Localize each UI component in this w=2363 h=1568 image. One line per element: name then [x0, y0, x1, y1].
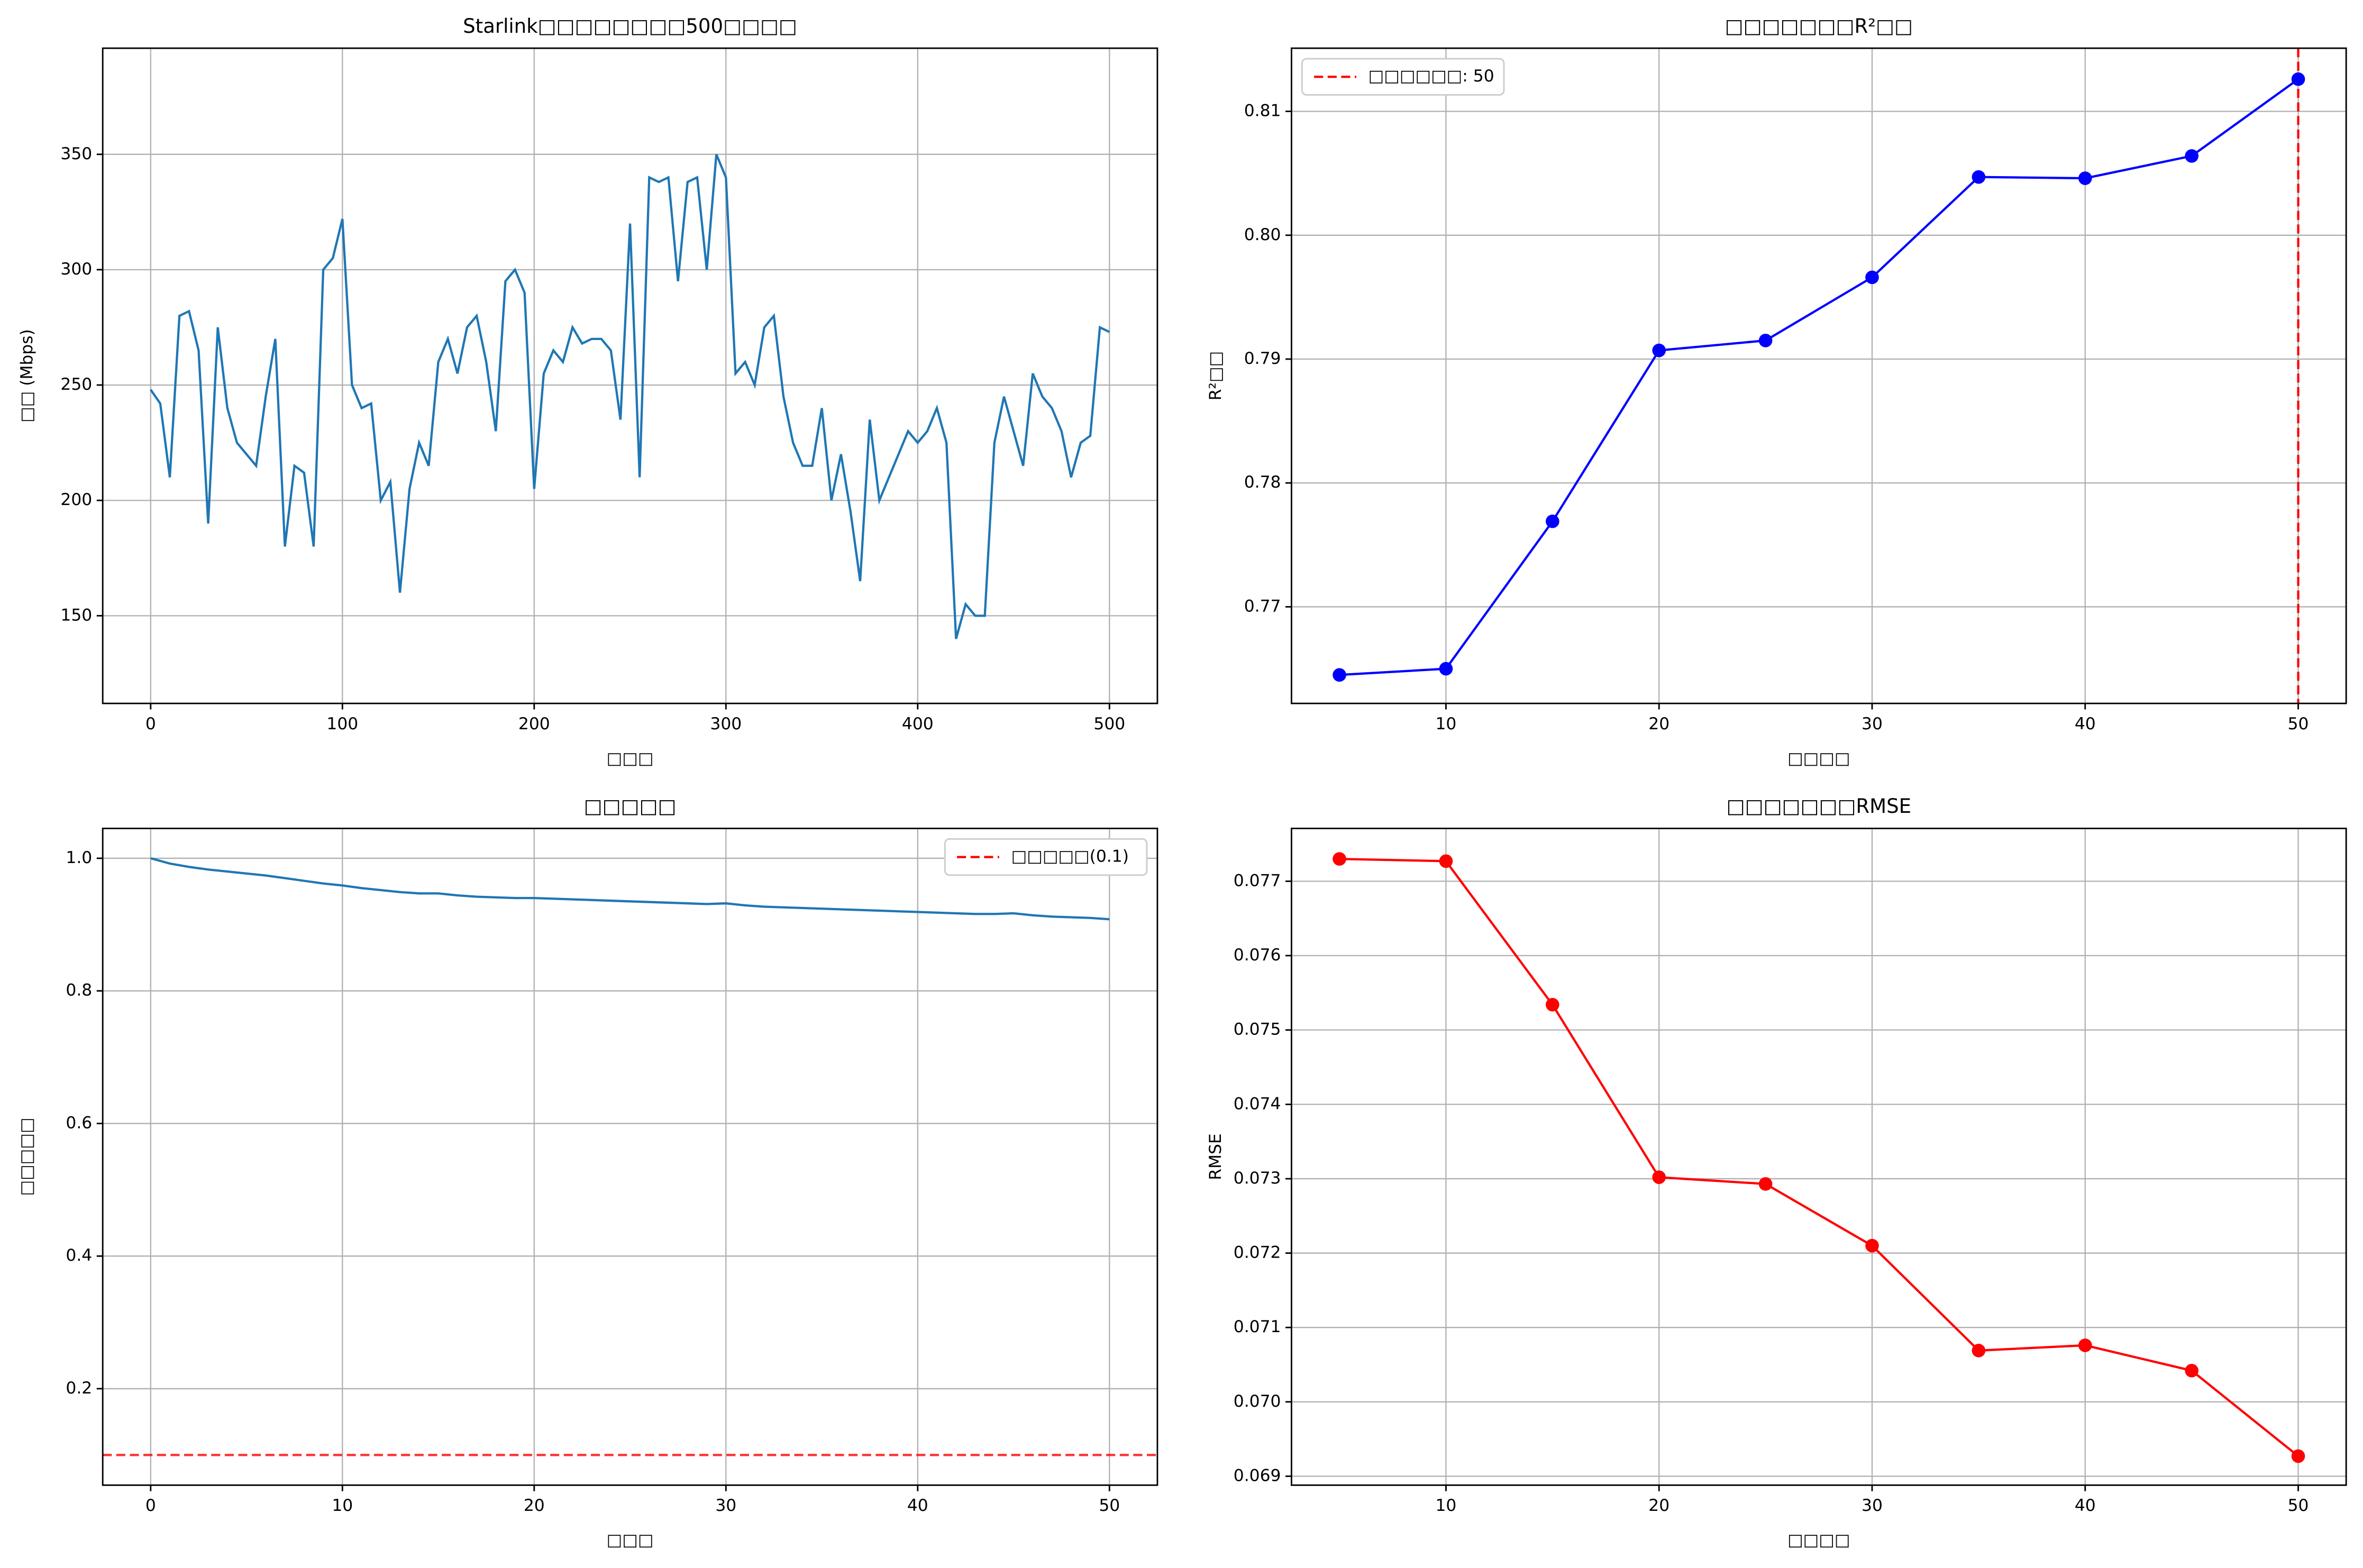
subplot-title: □□□□□□□RMSE [1727, 795, 1911, 818]
subplot-title: □□□□□ [584, 795, 677, 818]
x-tick-label: 10 [1435, 1496, 1456, 1515]
y-tick-label: 0.076 [1234, 946, 1281, 965]
x-tick-label: 300 [710, 714, 742, 733]
y-tick-label: 0.069 [1234, 1466, 1281, 1485]
y-tick-label: 0.8 [66, 981, 92, 1000]
data-point [2078, 1338, 2092, 1352]
y-tick-label: 0.071 [1234, 1317, 1281, 1336]
data-point [2078, 171, 2092, 185]
y-tick-label: 150 [60, 606, 92, 625]
axes-frame [102, 828, 1158, 1486]
data-point [1652, 1170, 1666, 1184]
data-point [1865, 1239, 1879, 1253]
x-tick-label: 0 [145, 714, 156, 733]
y-axis-label: □□□□□ [17, 1117, 37, 1196]
y-axis-label: □□ (Mbps) [17, 329, 37, 423]
plot-area [103, 48, 1157, 704]
y-axis-label: RMSE [1206, 1133, 1225, 1180]
y-tick-label: 0.074 [1234, 1094, 1281, 1113]
data-line [1339, 78, 2299, 676]
y-tick-label: 1.0 [66, 848, 92, 867]
y-tick-label: 0.77 [1244, 597, 1281, 616]
x-tick-label: 50 [1099, 1496, 1120, 1515]
subplot: 0 100 200 300 400 500 150 200 250 300 350 Starlink□… [17, 15, 1158, 768]
data-line [1339, 858, 2299, 1457]
x-tick-label: 30 [715, 1496, 736, 1515]
data-line [150, 154, 1110, 639]
y-tick-label: 0.077 [1234, 871, 1281, 890]
data-point [2185, 149, 2198, 163]
x-axis-label: □□□ [607, 1531, 654, 1550]
y-tick-label: 0.4 [66, 1246, 92, 1265]
x-tick-label: 0 [145, 1496, 156, 1515]
data-point [2291, 72, 2305, 86]
data-point [1439, 662, 1453, 676]
y-tick-label: 0.070 [1234, 1392, 1281, 1411]
data-point [1546, 998, 1559, 1012]
data-point [1546, 515, 1559, 528]
y-tick-label: 350 [60, 144, 92, 163]
data-point [1865, 270, 1879, 285]
y-tick-label: 0.075 [1234, 1020, 1281, 1039]
x-tick-label: 200 [518, 714, 550, 733]
plot-area [1291, 48, 2347, 704]
data-point [1333, 668, 1346, 682]
x-tick-label: 40 [2075, 1496, 2096, 1515]
legend-label: □□□□□(0.1) [1011, 847, 1129, 866]
y-tick-label: 250 [60, 375, 92, 394]
data-point [1439, 854, 1453, 868]
legend-box [1301, 58, 1505, 96]
x-axis-label: □□□ [607, 749, 654, 768]
subplot-title: Starlink□□□□□□□□500□□□□ [463, 15, 797, 38]
plot-area [103, 828, 1157, 1486]
x-tick-label: 20 [524, 1496, 545, 1515]
y-tick-label: 0.79 [1244, 349, 1281, 368]
axes-frame [1290, 47, 2347, 704]
x-tick-label: 500 [1093, 714, 1125, 733]
x-axis-label: □□□□ [1787, 749, 1850, 768]
y-tick-label: 0.073 [1234, 1169, 1281, 1188]
legend-label: □□□□□□: 50 [1368, 67, 1494, 86]
x-tick-label: 40 [2075, 714, 2096, 733]
x-tick-label: 100 [326, 714, 358, 733]
data-line [150, 857, 1110, 921]
axes-frame [102, 47, 1158, 704]
data-point [2185, 1363, 2198, 1378]
y-tick-label: 300 [60, 260, 92, 279]
y-tick-label: 0.6 [66, 1113, 92, 1132]
x-tick-label: 50 [2288, 1496, 2309, 1515]
legend-box [944, 838, 1148, 876]
x-tick-label: 10 [332, 1496, 353, 1515]
data-point [2291, 1449, 2305, 1463]
y-tick-label: 0.80 [1244, 225, 1281, 244]
data-point [1972, 1343, 1986, 1358]
subplot: 0 10 20 30 40 500.20.40.60.81.0□□□□□□□□□□□□□□… [17, 795, 1158, 1550]
subplot-title: □□□□□□□R²□□ [1725, 15, 1913, 38]
y-tick-label: 0.78 [1244, 473, 1281, 492]
data-point [1758, 1177, 1773, 1191]
data-point [1652, 343, 1666, 357]
subplot: 10 20 30 40 50 0.069 0.070 0.071 0.072 0.073 0.074… [1206, 795, 2347, 1550]
data-point [1333, 852, 1346, 866]
x-tick-label: 400 [902, 714, 934, 733]
x-tick-label: 20 [1648, 1496, 1669, 1515]
x-tick-label: 30 [1862, 1496, 1883, 1515]
y-tick-label: 0.2 [66, 1379, 92, 1398]
x-tick-label: 10 [1435, 714, 1456, 733]
y-axis-label: R²□□ [1206, 351, 1225, 401]
subplot: 10 20 30 40 50 0.77 0.78 0.79 0.80 0.81 □□□□□□□R²□… [1206, 15, 2347, 768]
y-tick-label: 0.072 [1234, 1243, 1281, 1262]
axes-frame [1290, 828, 2347, 1486]
plot-area [1291, 828, 2347, 1486]
x-tick-label: 50 [2288, 714, 2309, 733]
y-tick-label: 0.81 [1244, 102, 1281, 121]
x-tick-label: 20 [1648, 714, 1669, 733]
x-tick-label: 30 [1862, 714, 1883, 733]
x-axis-label: □□□□ [1787, 1531, 1850, 1550]
data-point [1758, 334, 1773, 347]
y-tick-label: 200 [60, 490, 92, 509]
x-tick-label: 40 [907, 1496, 928, 1515]
data-point [1972, 170, 1986, 184]
